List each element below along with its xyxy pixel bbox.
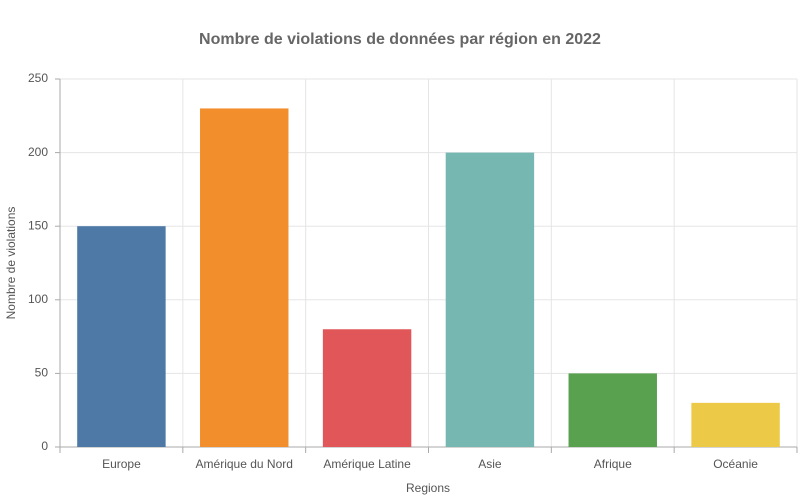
- bar: [77, 226, 166, 447]
- y-tick-label: 150: [28, 218, 48, 232]
- x-tick-label: Afrique: [594, 457, 632, 471]
- x-tick-label: Europe: [102, 457, 141, 471]
- y-tick-label: 200: [28, 145, 48, 159]
- bar: [200, 108, 289, 447]
- y-axis-label: Nombre de violations: [4, 207, 18, 320]
- y-tick-label: 250: [28, 71, 48, 85]
- x-tick-label: Amérique Latine: [323, 457, 411, 471]
- y-tick-label: 50: [35, 366, 49, 380]
- x-tick-label: Amérique du Nord: [196, 457, 293, 471]
- bar: [691, 402, 780, 447]
- x-tick-label: Asie: [478, 457, 502, 471]
- y-tick-label: 0: [41, 439, 48, 453]
- y-tick-label: 100: [28, 292, 48, 306]
- bar: [445, 152, 535, 447]
- bar: [568, 373, 657, 447]
- chart-title: Nombre de violations de données par régi…: [199, 31, 601, 48]
- bar: [322, 329, 412, 447]
- x-tick-label: Océanie: [713, 457, 758, 471]
- x-axis-label: Regions: [406, 481, 450, 495]
